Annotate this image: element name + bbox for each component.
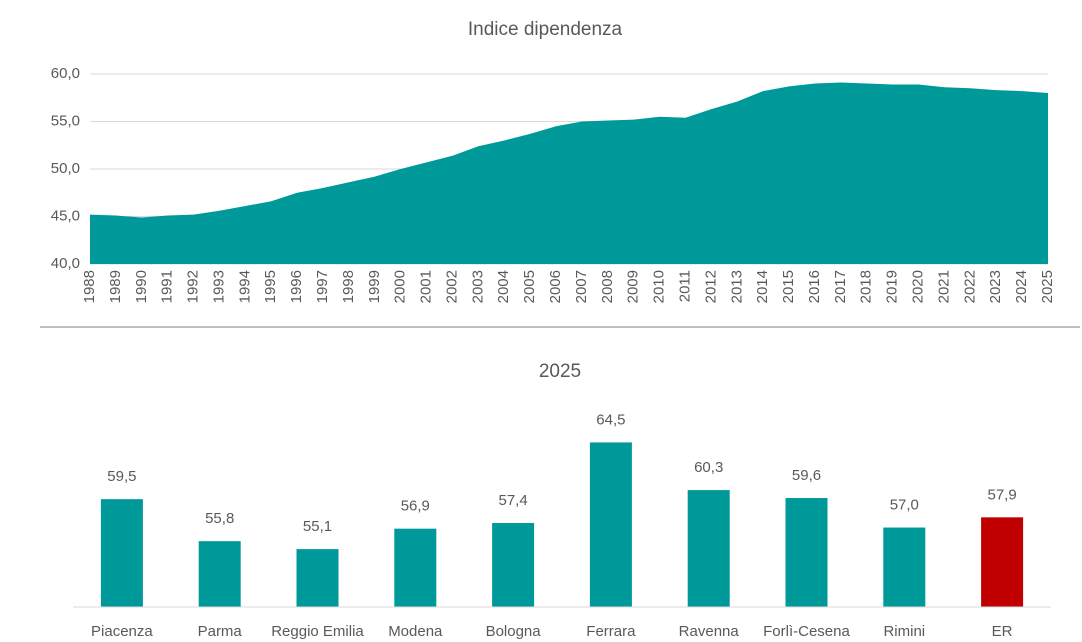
x-tick-label: 1994 xyxy=(236,270,253,303)
x-tick-label: Modena xyxy=(388,623,443,640)
x-tick-label: Reggio Emilia xyxy=(271,623,364,640)
bar xyxy=(100,499,143,607)
value-label: 55,8 xyxy=(205,510,234,527)
area xyxy=(90,82,1048,264)
bar xyxy=(785,498,828,607)
x-tick-label: 2022 xyxy=(961,270,978,303)
x-tick-label: 2019 xyxy=(884,270,901,303)
bar xyxy=(981,517,1024,607)
x-tick-label: 2002 xyxy=(443,270,460,303)
x-tick-label: Ferrara xyxy=(586,623,636,640)
x-tick-label: 1991 xyxy=(159,270,176,303)
chart-title: Indice dipendenza xyxy=(468,19,623,40)
chart-title: 2025 xyxy=(539,361,581,382)
x-tick-label: 1992 xyxy=(185,270,202,303)
x-tick-label: 2004 xyxy=(495,270,512,303)
x-tick-label: 1999 xyxy=(366,270,383,303)
x-tick-label: Parma xyxy=(198,623,243,640)
y-tick-label: 55,0 xyxy=(51,112,80,129)
x-tick-label: ER xyxy=(992,623,1013,640)
bar xyxy=(589,442,632,607)
bar xyxy=(492,523,535,607)
value-label: 57,4 xyxy=(498,492,527,509)
x-tick-label: 2013 xyxy=(728,270,745,303)
x-tick-label: 2012 xyxy=(702,270,719,303)
x-tick-label: Ravenna xyxy=(679,623,740,640)
x-tick-label: Piacenza xyxy=(91,623,153,640)
y-tick-label: 40,0 xyxy=(51,255,80,272)
x-tick-label: 2023 xyxy=(987,270,1004,303)
x-tick-label: 1990 xyxy=(133,270,150,303)
value-label: 64,5 xyxy=(596,411,625,428)
x-tick-label: 2015 xyxy=(780,270,797,303)
x-tick-label: 2016 xyxy=(806,270,823,303)
value-label: 57,9 xyxy=(987,486,1016,503)
x-tick-label: 2025 xyxy=(1039,270,1056,303)
x-tick-label: 2017 xyxy=(832,270,849,303)
bar xyxy=(198,541,241,607)
x-tick-label: 2001 xyxy=(418,270,435,303)
value-label: 56,9 xyxy=(401,498,430,515)
x-tick-label: 1997 xyxy=(314,270,331,303)
x-tick-label: 2018 xyxy=(858,270,875,303)
value-label: 59,6 xyxy=(792,467,821,484)
bar xyxy=(883,527,926,607)
bar xyxy=(394,528,437,607)
x-tick-label: 2014 xyxy=(754,270,771,303)
x-tick-label: 2000 xyxy=(392,270,409,303)
y-tick-label: 50,0 xyxy=(51,160,80,177)
value-label: 57,0 xyxy=(890,497,919,514)
value-label: 60,3 xyxy=(694,459,723,476)
x-tick-label: 1998 xyxy=(340,270,357,303)
x-tick-label: 2020 xyxy=(910,270,927,303)
x-tick-label: 2024 xyxy=(1013,270,1030,303)
x-tick-label: 2008 xyxy=(599,270,616,303)
x-tick-label: 2007 xyxy=(573,270,590,303)
x-tick-label: 2005 xyxy=(521,270,538,303)
value-label: 59,5 xyxy=(107,468,136,485)
x-tick-label: 2011 xyxy=(676,270,693,302)
x-tick-label: Forlì-Cesena xyxy=(763,623,850,640)
x-tick-label: 1995 xyxy=(262,270,279,303)
x-tick-label: 1989 xyxy=(107,270,124,303)
x-tick-label: 1988 xyxy=(81,270,98,303)
x-tick-label: 1993 xyxy=(210,270,227,303)
x-tick-label: 2010 xyxy=(651,270,668,303)
y-tick-label: 60,0 xyxy=(51,65,80,82)
x-tick-label: 2021 xyxy=(935,270,952,303)
x-tick-label: 2006 xyxy=(547,270,564,303)
x-tick-label: Bologna xyxy=(486,623,542,640)
x-tick-label: 2003 xyxy=(469,270,486,303)
x-tick-label: 2009 xyxy=(625,270,642,303)
bar xyxy=(296,549,339,607)
x-tick-label: 1996 xyxy=(288,270,305,303)
x-tick-label: Rimini xyxy=(883,623,925,640)
value-label: 55,1 xyxy=(303,518,332,535)
bar xyxy=(687,490,730,607)
y-tick-label: 45,0 xyxy=(51,207,80,224)
